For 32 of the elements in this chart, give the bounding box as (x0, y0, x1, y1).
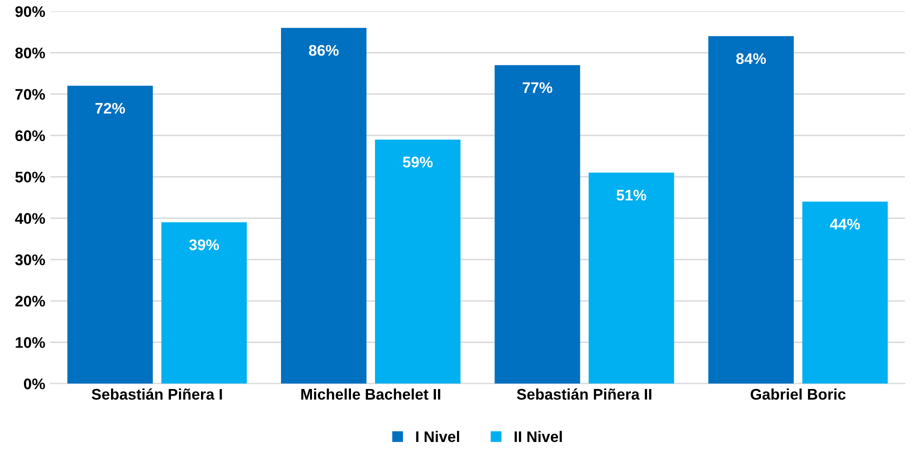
x-tick-label: Gabriel Boric (750, 388, 846, 400)
legend-label: II Nivel (514, 430, 562, 442)
data-label: 44% (830, 218, 860, 230)
bar (494, 65, 580, 384)
y-tick-label: 30% (15, 254, 46, 266)
y-tick-label: 60% (15, 130, 46, 142)
bar (802, 202, 888, 384)
x-tick-label: Sebastián Piñera I (92, 388, 222, 400)
bar (375, 140, 460, 384)
legend-label: I Nivel (416, 430, 460, 442)
y-tick-label: 20% (15, 296, 46, 307)
data-label: 86% (308, 44, 339, 56)
y-tick-label: 80% (15, 48, 46, 58)
bar (67, 86, 153, 384)
x-tick-label: Michelle Bachelet II (301, 388, 440, 400)
bar (708, 36, 794, 384)
bar (588, 172, 674, 384)
y-tick-label: 40% (15, 213, 46, 224)
y-tick-label: 0% (24, 378, 46, 390)
data-label: 77% (522, 82, 552, 93)
y-tick-label: 10% (16, 337, 46, 348)
y-tick-label: 70% (15, 88, 46, 100)
data-label: 84% (736, 53, 766, 64)
bar (161, 222, 247, 384)
x-tick-label: Sebastián Piñera II (516, 388, 652, 400)
data-label: 72% (95, 102, 125, 114)
y-tick-label: 50% (15, 172, 46, 182)
data-label: 39% (189, 239, 219, 250)
bar (281, 28, 366, 384)
data-label: 59% (402, 156, 433, 168)
y-tick-label: 90% (15, 6, 46, 18)
data-label: 51% (616, 190, 646, 201)
